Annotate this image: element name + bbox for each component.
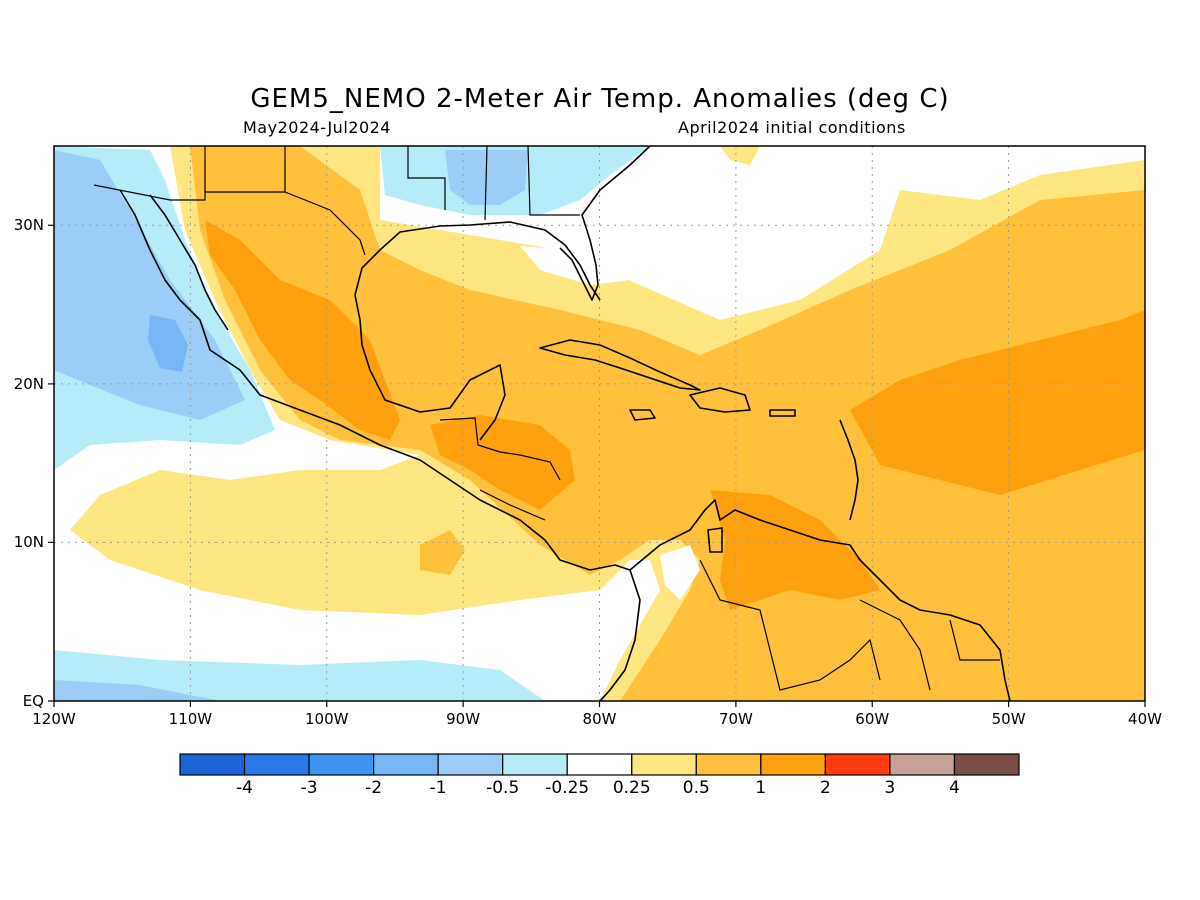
colorbar-label: 3 <box>885 778 896 798</box>
coastline-lesser-antilles <box>839 419 859 521</box>
colorbar-swatch <box>308 753 375 776</box>
colorbar-swatch <box>760 753 826 776</box>
lon-label: 80W <box>583 710 617 728</box>
neutral-region-florida <box>520 246 650 285</box>
coastline-jamaica <box>629 409 656 421</box>
cool-region-eastern-pacific-core <box>54 150 245 420</box>
warm-region-moderate <box>190 146 1145 701</box>
colorbar-label: -0.25 <box>545 778 589 798</box>
coastline-florida <box>559 146 651 301</box>
forecast-period: May2024-Jul2024 <box>243 118 391 137</box>
grid-lines <box>54 146 1145 701</box>
colorbar-swatch <box>889 753 956 776</box>
lon-label: 120W <box>32 710 76 728</box>
colorbar-label: -4 <box>236 778 253 798</box>
border-colombia-venezuela <box>699 559 1000 691</box>
warm-region-central-america <box>430 415 575 510</box>
colorbar-swatch <box>373 753 439 776</box>
colorbar-label: -0.5 <box>486 778 519 798</box>
colorbar-swatch <box>953 753 1020 776</box>
lon-labels: 120W 110W 100W 90W 80W 70W 60W 50W 40W <box>32 710 1162 728</box>
colorbar-label: 1 <box>755 778 766 798</box>
lon-label: 50W <box>992 710 1026 728</box>
lon-label: 110W <box>169 710 213 728</box>
map-title: GEM5_NEMO 2-Meter Air Temp. Anomalies (d… <box>250 84 950 114</box>
colorbar-swatch <box>631 753 697 776</box>
colorbar-label: 0.25 <box>613 778 651 798</box>
colorbar-swatch <box>502 753 568 776</box>
colorbar-swatch <box>179 753 246 776</box>
warm-region-atlantic <box>850 310 1145 495</box>
coastline-baja-mexico-pacific <box>119 189 641 701</box>
coastline-hispaniola <box>689 387 751 413</box>
colorbar-label: 4 <box>949 778 960 798</box>
colorbar-swatch <box>566 753 633 776</box>
cool-region-minus-one <box>148 315 188 372</box>
coastline-south-america <box>629 499 1011 701</box>
colorbar-label: -1 <box>430 778 447 798</box>
coastlines <box>119 146 1011 701</box>
coastline-lake-maracaibo <box>707 527 723 553</box>
lat-label: 10N <box>14 533 44 551</box>
cool-region-equatorial-core <box>54 680 220 701</box>
colorbar-label: 0.5 <box>683 778 710 798</box>
borders <box>93 146 1000 691</box>
border-us-states <box>407 146 580 221</box>
lon-label: 70W <box>719 710 753 728</box>
colorbar-label: -2 <box>365 778 382 798</box>
warm-region-venezuela <box>710 490 880 610</box>
lat-label: 20N <box>14 375 44 393</box>
colorbar-label: -3 <box>301 778 318 798</box>
warm-region-moderate-pacific <box>420 530 465 575</box>
coastline-gulf-of-california <box>149 194 229 331</box>
border-central-america <box>439 417 561 521</box>
colorbar-swatch <box>824 753 891 776</box>
border-us-mexico <box>93 146 366 256</box>
coastline-puerto-rico <box>769 409 796 417</box>
colorbar: -4 -3 -2 -1 -0.5 -0.25 0.25 0.5 1 2 3 4 <box>179 753 1020 798</box>
lon-label: 40W <box>1128 710 1162 728</box>
initial-conditions: April2024 initial conditions <box>678 118 906 137</box>
warm-region-mexico-core <box>205 220 400 440</box>
colorbar-swatch <box>437 753 504 776</box>
cool-region-equatorial-pacific <box>54 650 545 701</box>
warm-region-light-top <box>720 146 760 165</box>
lat-labels: EQ 10N 20N 30N <box>14 216 44 710</box>
coastline-cuba <box>539 339 701 391</box>
anomaly-shading <box>54 146 1145 701</box>
coastline-gulf-mexico <box>354 221 601 441</box>
colorbar-swatch <box>695 753 762 776</box>
colorbar-label: 2 <box>820 778 831 798</box>
lat-label: 30N <box>14 216 44 234</box>
colorbar-swatch <box>243 753 310 776</box>
lon-label: 90W <box>446 710 480 728</box>
axis-ticks <box>48 224 1146 707</box>
lat-label: EQ <box>23 692 44 710</box>
lon-label: 100W <box>305 710 349 728</box>
lon-label: 60W <box>855 710 889 728</box>
neutral-region-colombia-coast <box>660 545 700 600</box>
